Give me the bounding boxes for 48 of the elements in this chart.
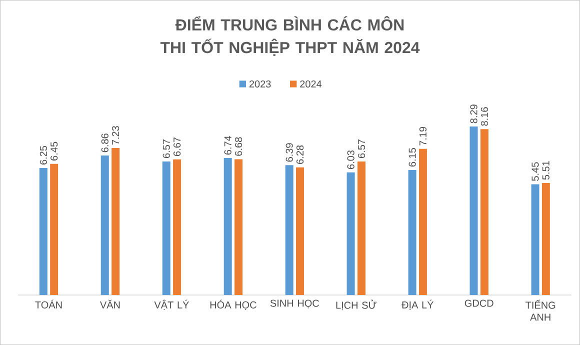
- x-tick-label: LỊCH SỬ: [336, 300, 376, 310]
- x-tick-label: GDCD: [464, 300, 494, 307]
- bar: [531, 184, 540, 295]
- bar: [173, 159, 182, 295]
- x-tick-label: ĐỊA LÝ: [402, 300, 434, 310]
- legend-label: 2023: [249, 80, 271, 88]
- bar: [50, 164, 58, 295]
- bar: [480, 129, 488, 295]
- data-label: 5.51: [542, 161, 550, 180]
- data-label: 7.19: [419, 126, 427, 146]
- bar: [112, 148, 120, 295]
- data-label: 6.25: [40, 146, 47, 165]
- legend-label: 2024: [300, 80, 322, 88]
- bar: [39, 168, 48, 295]
- bar: [542, 183, 550, 295]
- data-label: 6.03: [347, 150, 354, 169]
- bar: [418, 148, 427, 295]
- bar: [346, 172, 355, 295]
- data-label: 6.57: [162, 140, 170, 158]
- data-label: 6.39: [286, 143, 293, 162]
- bar: [100, 156, 109, 295]
- data-label: 8.16: [480, 107, 488, 126]
- x-tick-label: SINH HỌC: [270, 300, 320, 308]
- x-tick-label: TIẾNG ANH: [526, 300, 556, 321]
- chart-title: ĐIỂM TRUNG BÌNH CÁC MÔN THI TỐT NGHIỆP THPT NĂM 2024: [160, 16, 420, 56]
- x-tick-label: HÓA HỌC: [210, 300, 256, 310]
- data-label: 6.45: [50, 142, 58, 160]
- x-tick-label: TOÁN: [35, 300, 62, 308]
- bar: [285, 165, 294, 295]
- data-label: 6.15: [408, 148, 416, 167]
- bar: [224, 158, 232, 295]
- bar: [408, 170, 416, 295]
- data-label: 6.67: [174, 138, 181, 156]
- x-tick-label: VĂN: [100, 300, 120, 308]
- data-label: 6.74: [224, 136, 232, 155]
- data-label: 5.45: [532, 162, 539, 181]
- data-label: 6.68: [234, 137, 242, 156]
- data-label: 6.86: [101, 134, 108, 152]
- x-tick-label: VẬT LÝ: [154, 300, 189, 310]
- data-label: 8.29: [470, 104, 478, 124]
- bar: [162, 161, 170, 295]
- data-label: 7.23: [112, 126, 120, 145]
- bar: [296, 167, 304, 295]
- data-label: 6.28: [296, 145, 304, 164]
- bar: [234, 159, 243, 295]
- bar: [470, 126, 478, 295]
- bar: [357, 161, 366, 295]
- data-label: 6.57: [358, 140, 366, 158]
